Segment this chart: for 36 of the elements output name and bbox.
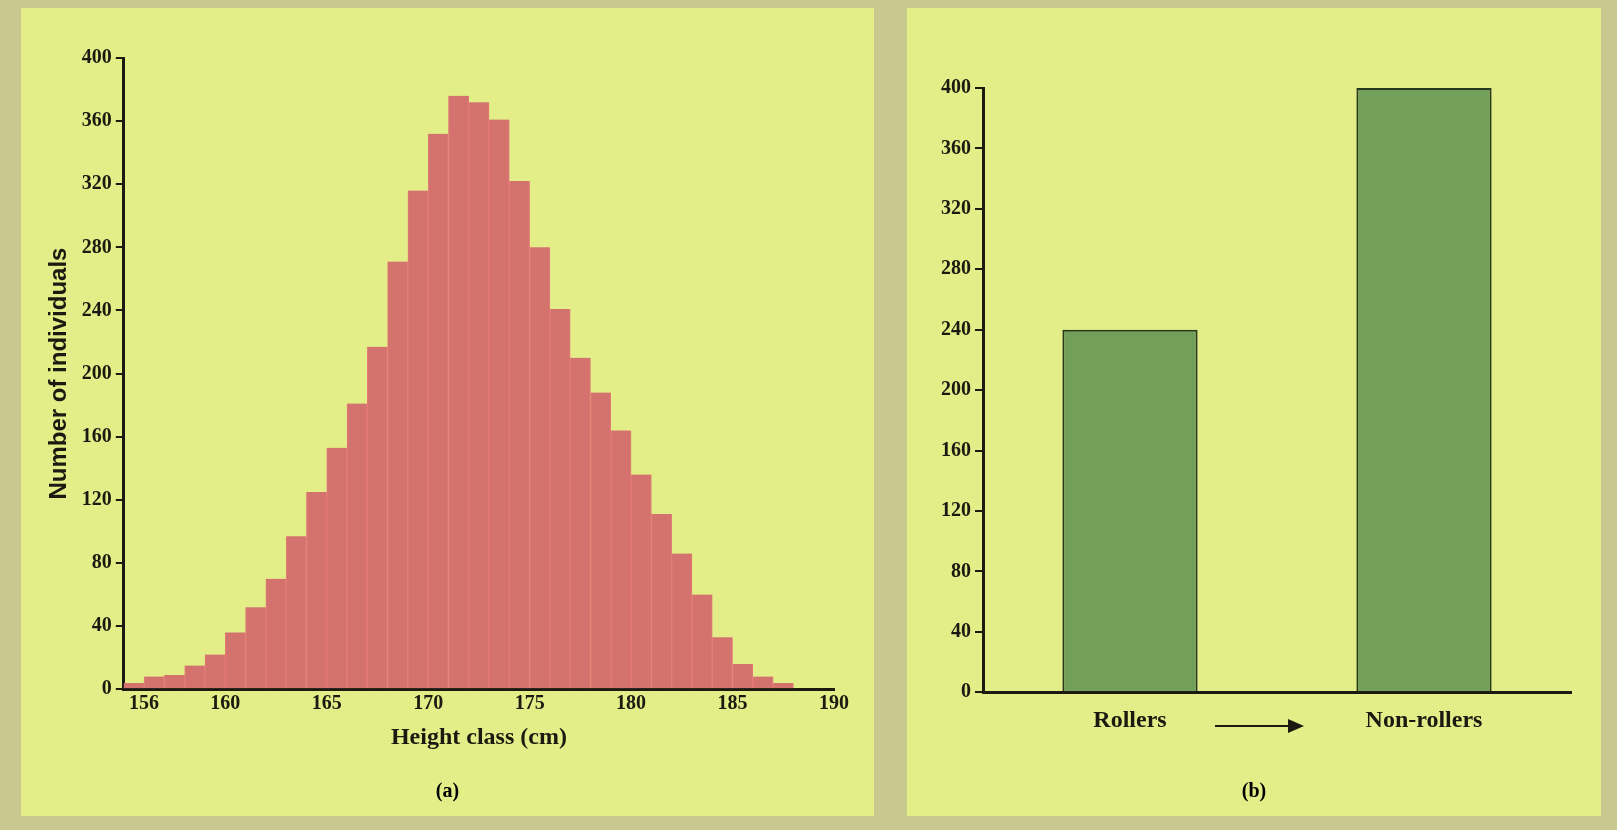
- x-tick-label: 170: [413, 691, 444, 714]
- y-tick-label: 240: [941, 316, 971, 339]
- x-tick-label: Rollers: [1093, 705, 1167, 732]
- y-tick-label: 0: [101, 676, 112, 699]
- y-tick-label: 120: [941, 498, 971, 521]
- y-tick-label: 40: [951, 618, 971, 641]
- x-tick-label: 180: [616, 691, 647, 714]
- x-tick-label: 156: [129, 691, 160, 714]
- x-axis-title: Height class (cm): [390, 722, 567, 749]
- y-tick-label: 360: [941, 135, 971, 158]
- y-tick-label: 200: [941, 377, 971, 400]
- y-tick-label: 320: [81, 171, 112, 194]
- y-tick-label: 160: [81, 423, 112, 446]
- x-tick-label: 185: [717, 691, 748, 714]
- text: (b): [1240, 779, 1268, 802]
- x-tick-label: 190: [819, 691, 849, 714]
- y-tick-label: 120: [81, 487, 112, 510]
- y-tick-label: 240: [81, 297, 112, 320]
- text: (a): [434, 779, 461, 802]
- y-tick-label: 280: [941, 256, 971, 279]
- x-tick-label: Non-rollers: [1365, 705, 1483, 732]
- y-tick-label: 40: [91, 613, 112, 636]
- y-tick-label: 280: [81, 234, 112, 257]
- y-tick-label: 360: [81, 108, 112, 131]
- x-tick-label: 175: [514, 691, 545, 714]
- y-tick-label: 0: [961, 679, 971, 702]
- y-tick-label: 160: [941, 437, 971, 460]
- y-tick-label: 400: [941, 75, 971, 98]
- x-tick-label: 160: [210, 691, 241, 714]
- y-tick-label: 400: [81, 45, 112, 68]
- x-tick-label: 165: [311, 691, 342, 714]
- y-tick-label: 80: [951, 558, 971, 581]
- y-tick-label: 80: [91, 550, 112, 573]
- y-tick-label: 200: [81, 360, 112, 383]
- y-tick-label: 320: [941, 196, 971, 219]
- y-axis-title: Number of individuals: [44, 247, 72, 500]
